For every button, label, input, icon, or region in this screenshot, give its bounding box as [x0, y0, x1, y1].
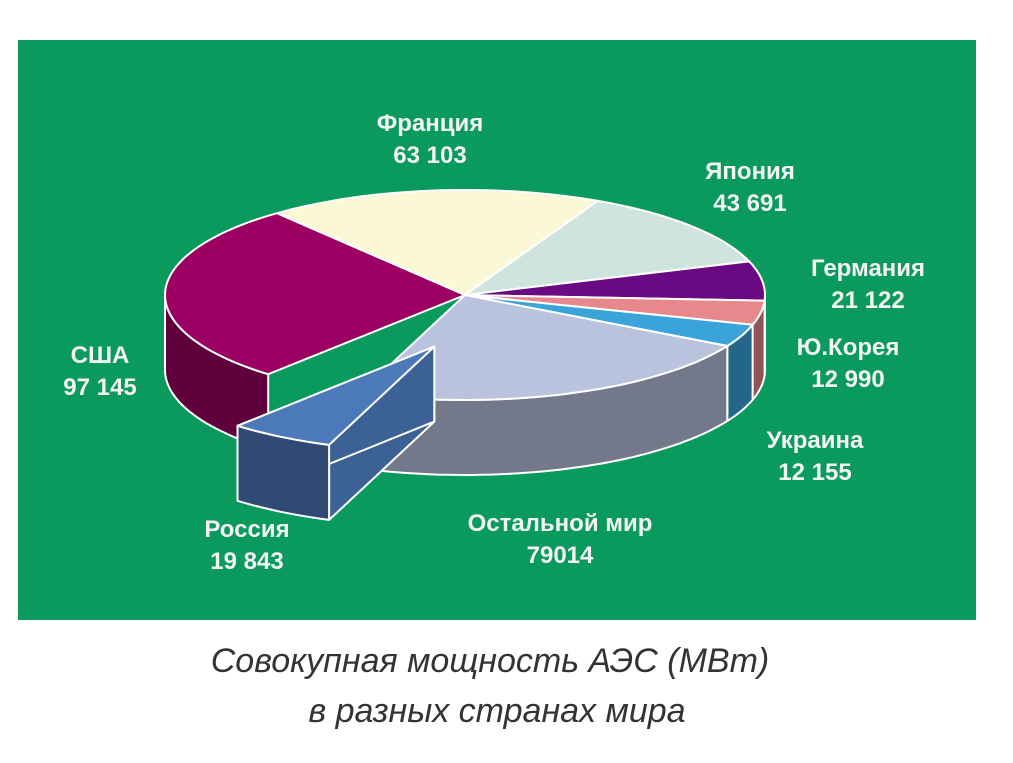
value-label: 79014 — [527, 542, 594, 569]
value-label: 97 145 — [63, 374, 136, 401]
slice-label: Украина — [767, 427, 864, 454]
slice — [464, 199, 751, 296]
slice-label: Япония — [705, 158, 795, 185]
slice-label: Германия — [811, 255, 925, 282]
slice — [464, 260, 766, 302]
slice — [276, 189, 599, 296]
slice-label: Ю.Корея — [797, 334, 900, 361]
value-label: 21 122 — [831, 287, 904, 314]
slice-label: Франция — [377, 110, 484, 137]
slice-label: Россия — [204, 516, 289, 543]
slice — [464, 294, 754, 347]
value-label: 63 103 — [393, 142, 466, 169]
chart-title: Совокупная мощность АЭС (МВт) — [211, 642, 770, 680]
slice — [236, 345, 436, 446]
slice-label: Остальной мир — [468, 510, 653, 537]
chart-subtitle: в разных странах мира — [308, 692, 685, 730]
pie — [164, 189, 766, 521]
slice — [164, 212, 466, 376]
value-label: 43 691 — [713, 190, 786, 217]
value-label: 12 990 — [811, 366, 884, 393]
value-label: 19 843 — [210, 548, 283, 575]
slice-label: США — [71, 342, 130, 369]
value-label: 12 155 — [778, 459, 851, 486]
